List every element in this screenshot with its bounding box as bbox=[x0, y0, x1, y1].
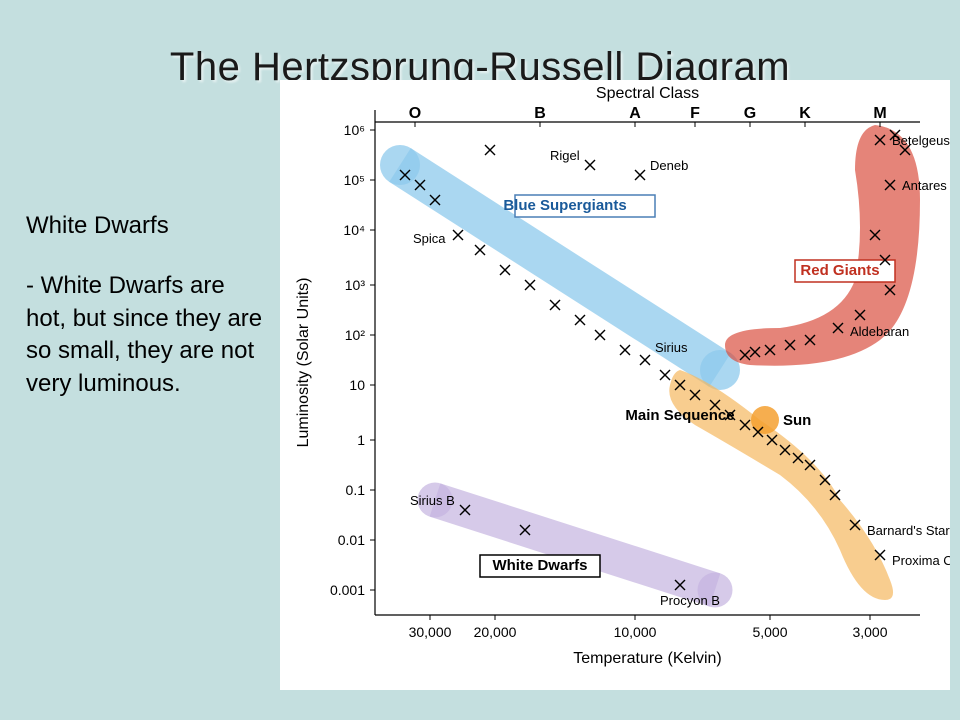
star-label: Proxima Centauri bbox=[892, 553, 950, 568]
star-label: Antares bbox=[902, 178, 947, 193]
y-tick-label: 10⁵ bbox=[344, 172, 365, 188]
star-label: Rigel bbox=[550, 148, 580, 163]
y-tick-label: 10⁶ bbox=[344, 122, 365, 138]
x-tick-label: 20,000 bbox=[474, 624, 517, 640]
text-block: White Dwarfs - White Dwarfs are hot, but… bbox=[26, 210, 266, 400]
y-tick-label: 10³ bbox=[345, 277, 366, 293]
star-label: Aldebaran bbox=[850, 324, 909, 339]
star-label: Procyon B bbox=[660, 593, 720, 608]
main-sequence-label: Main Sequence bbox=[625, 407, 734, 424]
star-label: Sirius B bbox=[410, 493, 455, 508]
spectral-class-label: F bbox=[690, 105, 700, 122]
spectral-class-label: G bbox=[744, 105, 756, 122]
y-tick-label: 1 bbox=[357, 432, 365, 448]
x-tick-label: 30,000 bbox=[409, 624, 452, 640]
y-tick-label: 10 bbox=[349, 377, 365, 393]
star-label: Sirius bbox=[655, 340, 688, 355]
y-tick-label: 10² bbox=[345, 327, 366, 343]
spectral-class-label: B bbox=[534, 105, 546, 122]
spectral-class-label: O bbox=[409, 105, 421, 122]
y-tick-label: 10⁴ bbox=[343, 222, 365, 238]
star-label: Deneb bbox=[650, 158, 688, 173]
sun-label: Sun bbox=[783, 412, 811, 429]
spectral-class-label: K bbox=[799, 105, 811, 122]
star-label: Barnard's Star bbox=[867, 523, 950, 538]
white-dwarfs-label: White Dwarfs bbox=[492, 557, 587, 574]
star-label: Spica bbox=[413, 231, 446, 246]
x-tick-label: 10,000 bbox=[614, 624, 657, 640]
hr-diagram-chart: 10⁶ 10⁵ 10⁴ 10³ 10² 10 1 0.1 0.01 0.001 30,000 20,0… bbox=[280, 80, 950, 690]
y-tick-label: 0.001 bbox=[330, 582, 365, 598]
text-body: - White Dwarfs are hot, but since they a… bbox=[26, 270, 266, 400]
blue-supergiants-label: Blue Supergiants bbox=[503, 197, 626, 214]
x-tick-label: 5,000 bbox=[752, 624, 787, 640]
red-giants-label: Red Giants bbox=[800, 262, 879, 279]
spectral-class-title: Spectral Class bbox=[596, 85, 699, 102]
text-heading: White Dwarfs bbox=[26, 212, 169, 239]
x-axis-title: Temperature (Kelvin) bbox=[573, 650, 722, 667]
spectral-class-label: A bbox=[629, 105, 641, 122]
x-tick-label: 3,000 bbox=[852, 624, 887, 640]
main-sequence-region bbox=[669, 370, 893, 600]
y-tick-label: 0.1 bbox=[346, 482, 366, 498]
y-axis-title: Luminosity (Solar Units) bbox=[295, 278, 312, 448]
spectral-class-label: M bbox=[873, 105, 886, 122]
y-tick-label: 0.01 bbox=[338, 532, 365, 548]
